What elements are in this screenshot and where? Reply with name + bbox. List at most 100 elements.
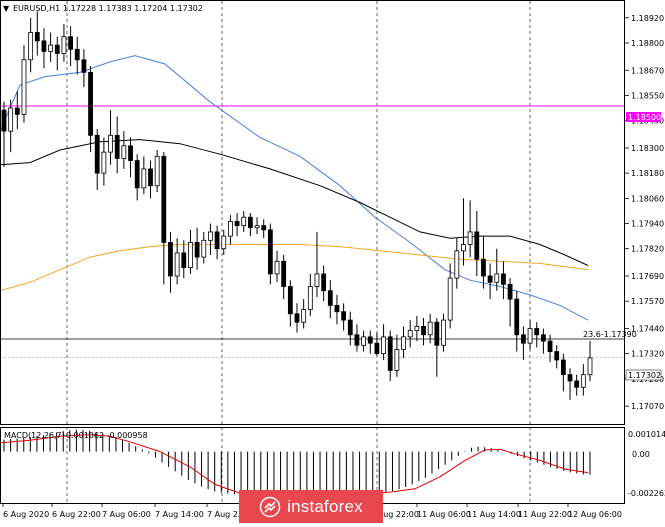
candle-body xyxy=(74,48,80,61)
candle-body xyxy=(587,357,593,376)
candle-body xyxy=(267,229,273,275)
symbol-label: EURUSD,H1 xyxy=(13,4,60,13)
candle-body xyxy=(94,134,100,174)
price-tick-label: 1.17690 xyxy=(631,272,664,281)
candle-body xyxy=(301,309,307,323)
fibo-label: 23.6-1.17390 xyxy=(583,330,637,339)
candle-body xyxy=(101,151,107,174)
candle-body xyxy=(494,273,500,283)
candle-body xyxy=(221,235,227,250)
watermark-text: instaforex xyxy=(287,496,363,516)
time-tick-label: 6 Aug 2020 xyxy=(3,510,49,519)
candle-body xyxy=(108,134,113,153)
candle-body xyxy=(501,273,506,285)
price-tag: 1.17302 xyxy=(628,371,661,380)
candle-body xyxy=(14,107,20,115)
time-tick-label: 7 Aug 14:00 xyxy=(155,510,204,519)
price-tick-label: 1.18300 xyxy=(631,144,664,153)
candle-body xyxy=(254,225,260,229)
candle-body xyxy=(361,336,366,346)
ohlc-values: 1.17228 1.17383 1.17204 1.17302 xyxy=(63,4,203,13)
candle-body xyxy=(394,349,400,371)
candle-body xyxy=(367,336,373,344)
candle-body xyxy=(547,340,553,352)
candle-body xyxy=(314,273,320,287)
candle-body xyxy=(8,107,14,132)
candle-body xyxy=(327,290,333,306)
candle-body xyxy=(141,168,147,189)
candle-body xyxy=(507,283,513,300)
price-axis[interactable]: 1.189201.188001.186701.185501.184301.183… xyxy=(625,14,664,411)
price-tick-label: 1.17940 xyxy=(631,220,664,229)
candle-body xyxy=(454,250,460,279)
candle-body xyxy=(208,231,213,241)
candle-body xyxy=(554,351,560,361)
macd-tick-bottom: -0.002262 xyxy=(628,489,665,498)
price-tick-label: 1.18920 xyxy=(631,14,664,23)
candle-body xyxy=(228,221,233,237)
macd-axis[interactable]: 0.001014 0.00 -0.002262 xyxy=(628,430,665,498)
candle-body xyxy=(347,319,353,336)
macd-label: MACD(12,26,7) xyxy=(4,431,65,440)
moving-averages xyxy=(0,55,589,321)
candle-body xyxy=(21,59,27,115)
price-tick-label: 1.17440 xyxy=(631,324,664,333)
candle-body xyxy=(81,59,87,73)
candle-body xyxy=(114,134,120,159)
candle-body xyxy=(34,32,40,42)
price-tick-label: 1.17570 xyxy=(631,297,664,306)
price-tick-label: 1.18670 xyxy=(631,66,664,75)
candle-body xyxy=(48,44,54,52)
macd-tick-zero: 0.00 xyxy=(632,450,650,459)
price-tick-label: 1.18800 xyxy=(631,39,664,48)
price-tick-label: 1.17820 xyxy=(631,245,664,254)
macd-values: -0.001062 -0.000958 xyxy=(63,431,148,440)
candle-body xyxy=(61,36,67,54)
candle-body xyxy=(421,325,426,336)
macd-panel xyxy=(0,429,591,498)
candle-body xyxy=(381,336,386,355)
candle-body xyxy=(154,155,160,187)
candle-body xyxy=(247,216,253,229)
watermark-banner: instaforex xyxy=(239,490,383,523)
candle-body xyxy=(474,231,480,260)
candle-body xyxy=(1,109,7,132)
time-tick-label: 12 Aug 06:00 xyxy=(568,510,622,519)
candle-body xyxy=(447,277,453,321)
macd-tick-top: 0.001014 xyxy=(628,430,665,439)
candle-body xyxy=(54,44,60,54)
candle-body xyxy=(534,328,540,336)
candle-body xyxy=(294,313,300,323)
candle-body xyxy=(354,334,360,346)
time-tick-label: 7 Aug 06:00 xyxy=(102,510,151,519)
dropdown-arrow-icon[interactable]: ▼ xyxy=(3,4,10,13)
candle-body xyxy=(134,160,140,189)
price-tick-label: 1.17320 xyxy=(631,350,664,359)
candle-body xyxy=(121,145,127,159)
candle-body xyxy=(387,336,393,371)
price-tick-label: 1.18550 xyxy=(631,91,664,100)
candle-body xyxy=(188,242,193,269)
ma-line-orange xyxy=(0,244,589,292)
candle-body xyxy=(414,325,420,331)
time-tick-label: 10 Aug 22:00 xyxy=(365,510,419,519)
level-tag-bg xyxy=(626,112,661,122)
instaforex-logo-icon xyxy=(259,496,281,517)
candle-body xyxy=(287,286,293,315)
candle-body xyxy=(128,145,133,161)
price-tag-bg xyxy=(625,369,662,381)
candle-body xyxy=(68,36,73,50)
candle-body xyxy=(334,304,340,313)
price-tick-label: 1.17070 xyxy=(631,402,664,411)
price-tick-label: 1.18180 xyxy=(631,169,664,178)
candle-body xyxy=(148,168,153,187)
candle-body xyxy=(307,286,313,310)
candle-body xyxy=(560,359,566,376)
candle-body xyxy=(574,380,580,388)
candle-body xyxy=(521,334,526,344)
candle-body xyxy=(214,231,220,250)
time-tick-label: 11 Aug 06:00 xyxy=(417,510,471,519)
candle-body xyxy=(427,321,433,336)
